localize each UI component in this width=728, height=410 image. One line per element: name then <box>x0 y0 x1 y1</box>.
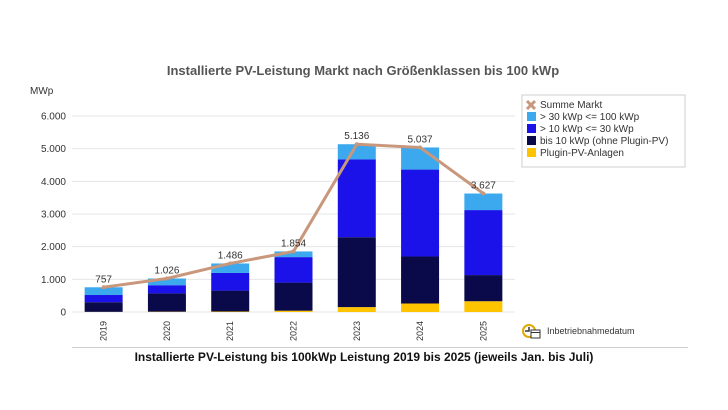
sum-point[interactable] <box>481 191 486 196</box>
x-tick-label: 2023 <box>352 321 362 341</box>
sum-point[interactable] <box>291 249 296 254</box>
y-tick-label: 4.000 <box>41 177 66 188</box>
bar-segment[interactable] <box>147 293 186 312</box>
x-tick-label: 2019 <box>99 321 109 341</box>
legend-marker-summe <box>525 99 537 111</box>
chart-title: Installierte PV-Leistung Markt nach Größ… <box>167 63 559 78</box>
x-tick-label: 2024 <box>415 321 425 341</box>
sum-line <box>101 142 486 290</box>
bar-segment[interactable] <box>464 275 503 302</box>
footnote: Inbetriebnahmedatum <box>522 324 635 339</box>
y-tick-label: 2.000 <box>41 242 66 253</box>
y-tick-label: 0 <box>60 308 66 319</box>
sum-point[interactable] <box>101 285 106 290</box>
bar-segment[interactable] <box>147 278 186 286</box>
bar-stack-2022[interactable] <box>274 251 313 312</box>
data-labels: 757 1.026 1.486 1.854 5.136 5.037 3.627 <box>95 131 496 285</box>
sum-data-label: 1.854 <box>281 238 306 249</box>
gridlines <box>72 115 515 313</box>
bar-segment[interactable] <box>84 295 123 303</box>
bar-stack-2024[interactable] <box>401 147 440 312</box>
x-tick-label: 2025 <box>478 321 488 341</box>
legend-item-30-100[interactable]: > 30 kWp <= 100 kWp <box>527 112 640 123</box>
bar-segment[interactable] <box>274 282 313 311</box>
bar-segment[interactable] <box>211 290 250 312</box>
sum-data-label: 1.486 <box>218 250 243 261</box>
sum-point[interactable] <box>354 142 359 147</box>
sum-data-label: 3.627 <box>471 181 496 192</box>
legend-item-summe[interactable]: Summe Markt <box>525 99 602 111</box>
legend-swatch-bis-10 <box>527 136 536 145</box>
bar-segment[interactable] <box>401 169 440 257</box>
chart-svg: Installierte PV-Leistung Markt nach Größ… <box>30 63 686 341</box>
bar-stack-2020[interactable] <box>147 278 186 312</box>
bar-segment[interactable] <box>211 272 250 291</box>
bar-segment[interactable] <box>274 257 313 283</box>
sum-point[interactable] <box>228 261 233 266</box>
x-tick-label: 2020 <box>162 321 172 341</box>
caption-divider <box>72 347 688 348</box>
legend-item-10-30[interactable]: > 10 kWp <= 30 kWp <box>527 124 634 135</box>
footnote-label: Inbetriebnahmedatum <box>547 326 635 336</box>
sum-point[interactable] <box>418 145 423 150</box>
bar-segment[interactable] <box>337 237 376 308</box>
bar-segment[interactable] <box>337 144 376 160</box>
y-tick-label: 3.000 <box>41 210 66 221</box>
bar-segment[interactable] <box>337 307 376 312</box>
y-tick-label: 6.000 <box>41 112 66 123</box>
bar-segment[interactable] <box>84 302 123 312</box>
legend-item-bis-10[interactable]: bis 10 kWp (ohne Plugin-PV) <box>527 136 668 147</box>
x-tick-label: 2021 <box>225 321 235 341</box>
sum-point[interactable] <box>164 276 169 281</box>
y-tick-label: 5.000 <box>41 144 66 155</box>
legend-swatch-10-30 <box>527 124 536 133</box>
legend-swatch-plugin <box>527 148 536 157</box>
bar-segment[interactable] <box>84 287 123 296</box>
sum-data-label: 1.026 <box>154 265 179 276</box>
legend-swatch-30-100 <box>527 112 536 121</box>
bar-stack-2025[interactable] <box>464 193 503 312</box>
legend-label-bis-10: bis 10 kWp (ohne Plugin-PV) <box>540 136 668 147</box>
legend-item-plugin[interactable]: Plugin-PV-Anlagen <box>527 148 624 159</box>
bar-segment[interactable] <box>147 285 186 294</box>
sum-data-label: 5.037 <box>408 134 433 145</box>
bar-segment[interactable] <box>464 193 503 211</box>
bar-segment[interactable] <box>211 263 250 273</box>
sum-data-label: 5.136 <box>344 131 369 142</box>
bar-segment[interactable] <box>401 303 440 312</box>
bar-segment[interactable] <box>274 251 313 258</box>
legend-label-10-30: > 10 kWp <= 30 kWp <box>540 124 634 135</box>
bar-segment[interactable] <box>274 310 313 312</box>
bar-segment[interactable] <box>401 256 440 304</box>
legend-label-summe: Summe Markt <box>540 100 602 111</box>
figure-caption: Installierte PV-Leistung bis 100kWp Leis… <box>134 350 594 364</box>
bar-stack-2019[interactable] <box>84 287 123 312</box>
bar-segment[interactable] <box>337 159 376 238</box>
calendar-icon <box>522 324 541 339</box>
y-tick-label: 1.000 <box>41 275 66 286</box>
y-axis-ticks: 0 1.000 2.000 3.000 4.000 5.000 6.000 <box>41 112 66 319</box>
bar-stack-2021[interactable] <box>211 263 250 312</box>
legend-label-plugin: Plugin-PV-Anlagen <box>540 148 624 159</box>
x-axis-ticks: 2019 2020 2021 2022 2023 2024 2025 <box>99 321 489 341</box>
legend: Summe Markt > 30 kWp <= 100 kWp > 10 kWp… <box>521 94 686 168</box>
legend-label-30-100: > 30 kWp <= 100 kWp <box>540 112 640 123</box>
bar-segment[interactable] <box>464 301 503 312</box>
bar-segment[interactable] <box>464 210 503 276</box>
y-axis-label: MWp <box>30 86 54 97</box>
bar-stack-2023[interactable] <box>337 144 376 312</box>
legend-box <box>521 94 686 168</box>
x-tick-label: 2022 <box>289 321 299 341</box>
sum-data-label: 757 <box>95 274 112 285</box>
bar-stacks <box>84 144 503 312</box>
